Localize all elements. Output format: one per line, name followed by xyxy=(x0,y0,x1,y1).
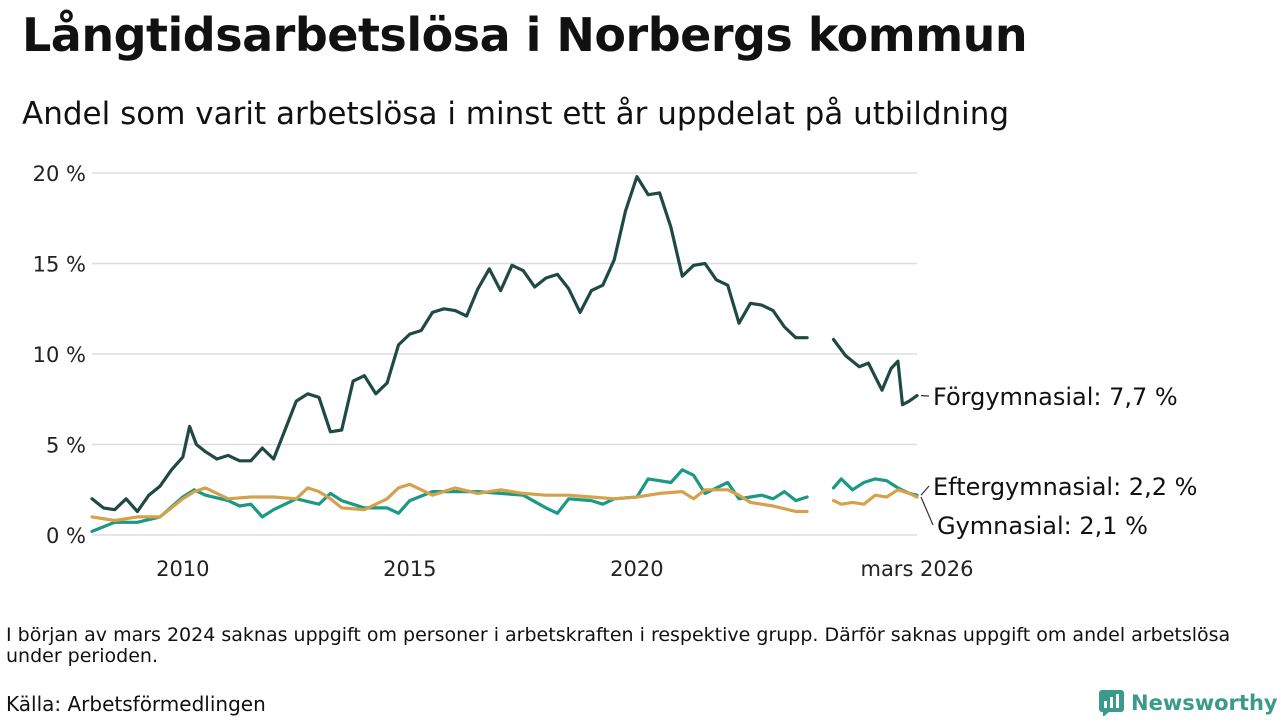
y-tick-label: 20 % xyxy=(33,162,86,186)
x-tick-label: mars 2026 xyxy=(860,557,973,581)
grid-lines xyxy=(92,172,917,536)
y-tick-label: 15 % xyxy=(33,253,86,277)
x-tick-label: 2010 xyxy=(156,557,209,581)
series-label: Eftergymnasial: 2,2 % xyxy=(933,473,1197,501)
series-line-eftergymnasial xyxy=(90,468,809,533)
series-label: Förgymnasial: 7,7 % xyxy=(933,383,1178,411)
y-tick-label: 5 % xyxy=(46,434,86,458)
series-line-gymnasial xyxy=(831,488,919,506)
series-line-gymnasial xyxy=(90,482,809,523)
line-chart: 0 % 5 % 10 % 15 % 20 % 2010 2015 2020 mars 2026… xyxy=(33,162,1198,581)
newsworthy-logo-icon xyxy=(1099,690,1124,716)
footnote: I början av mars 2024 saknas uppgift om … xyxy=(6,624,1231,667)
leader-line-eftergymnasial xyxy=(920,485,930,496)
brand-logo: Newsworthy xyxy=(1099,688,1278,718)
leader-line-gymnasial xyxy=(920,496,934,526)
chart-subtitle: Andel som varit arbetslösa i minst ett å… xyxy=(22,96,1010,132)
series-label: Gymnasial: 2,1 % xyxy=(937,512,1148,540)
source-text: Källa: Arbetsförmedlingen xyxy=(6,692,266,716)
series-lines xyxy=(90,175,919,533)
x-tick-label: 2020 xyxy=(610,557,663,581)
y-axis-ticks: 0 % 5 % 10 % 15 % 20 % xyxy=(33,162,86,548)
x-tick-label: 2015 xyxy=(383,557,436,581)
series-line-frgymnasial xyxy=(831,337,919,407)
chart-title: Långtidsarbetslösa i Norbergs kommun xyxy=(22,8,1028,62)
x-axis-ticks: 2010 2015 2020 mars 2026 xyxy=(156,557,973,581)
y-tick-label: 0 % xyxy=(46,524,86,548)
brand-name: Newsworthy xyxy=(1131,691,1278,715)
series-line-frgymnasial xyxy=(90,175,809,514)
y-tick-label: 10 % xyxy=(33,343,86,367)
series-labels: Förgymnasial: 7,7 % Eftergymnasial: 2,2 %… xyxy=(920,383,1197,540)
